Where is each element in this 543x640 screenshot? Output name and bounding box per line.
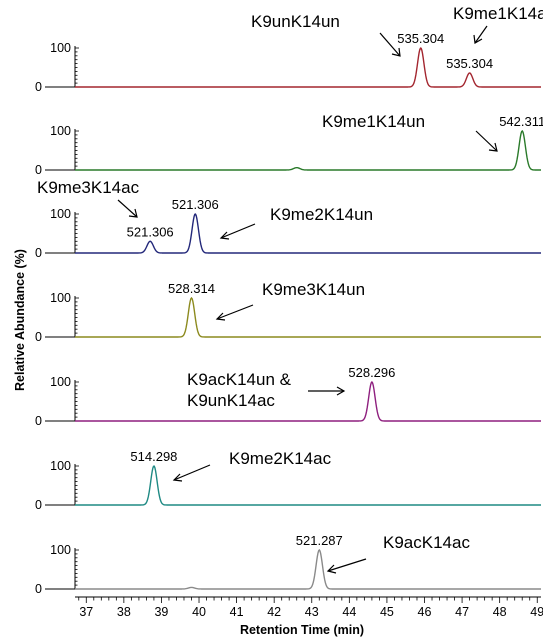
annotation-k9me2k14un: K9me2K14un xyxy=(270,205,373,224)
annotation-k9me3k14un: K9me3K14un xyxy=(262,280,365,299)
x-axis-title: Retention Time (min) xyxy=(240,623,364,637)
trace-line xyxy=(75,465,541,506)
panel-5: 100 0 528.296 xyxy=(35,365,541,428)
annotation-k9unk14un: K9unK14un xyxy=(251,12,340,31)
x-tick-label: 47 xyxy=(455,605,469,619)
trace-line xyxy=(75,130,541,171)
peak-label: 528.296 xyxy=(348,365,395,380)
trace-line xyxy=(75,380,541,422)
x-tick-label: 43 xyxy=(305,605,319,619)
peak-label: 521.306 xyxy=(172,197,219,212)
annotation-k9unk14ac: K9unK14ac xyxy=(187,391,275,410)
arrow-k9me2k14un xyxy=(219,223,256,240)
y-tick-label: 100 xyxy=(50,375,71,389)
y-tick-label: 100 xyxy=(50,207,71,221)
x-axis: 37 38 39 40 41 42 43 44 45 46 47 48 49 xyxy=(75,596,543,619)
arrow-k9ack14un xyxy=(308,386,346,396)
arrow-k9me1k14un xyxy=(475,130,498,152)
y-tick-label: 100 xyxy=(50,543,71,557)
arrow-k9me3k14un xyxy=(215,304,254,321)
x-tick-label: 39 xyxy=(154,605,168,619)
x-tick-label: 46 xyxy=(418,605,432,619)
y-tick-label: 100 xyxy=(50,124,71,138)
y-tick-label: 100 xyxy=(50,459,71,473)
y-tick-label: 0 xyxy=(35,163,42,177)
panel-7: 100 0 521.287 xyxy=(35,533,541,596)
peak-label: 521.306 xyxy=(127,224,174,239)
peak-label: 514.298 xyxy=(130,449,177,464)
panel-2: 100 0 542.311 xyxy=(35,114,543,177)
peak-label: 535.304 xyxy=(397,31,444,46)
y-axis-title: Relative Abundance (%) xyxy=(13,249,27,391)
trace-line xyxy=(75,296,541,338)
x-tick-label: 45 xyxy=(380,605,394,619)
trace-line xyxy=(75,47,541,88)
annotation-k9me1k14ac: K9me1K14ac xyxy=(453,4,543,23)
annotation-k9me1k14un: K9me1K14un xyxy=(322,112,425,131)
arrow-k9me1k14ac xyxy=(473,25,488,44)
x-tick-label: 38 xyxy=(117,605,131,619)
annotation-k9ack14un: K9acK14un & xyxy=(187,370,292,389)
x-tick-label: 44 xyxy=(342,605,356,619)
peak-label: 528.314 xyxy=(168,281,215,296)
panel-6: 100 0 514.298 xyxy=(35,449,541,512)
arrow-k9ack14ac xyxy=(326,558,367,574)
annotation-k9me3k14ac: K9me3K14ac xyxy=(37,178,140,197)
peak-label: 542.311 xyxy=(499,114,543,129)
x-tick-label: 41 xyxy=(230,605,244,619)
x-tick-label: 42 xyxy=(267,605,281,619)
panel-4: 100 0 528.314 xyxy=(35,281,541,344)
arrow-k9me2k14ac xyxy=(172,464,211,482)
y-tick-label: 0 xyxy=(35,498,42,512)
x-tick-label: 48 xyxy=(493,605,507,619)
trace-line xyxy=(75,213,541,254)
x-tick-label: 40 xyxy=(192,605,206,619)
annotations: K9unK14un K9me1K14ac K9me1K14un K9me3K14… xyxy=(37,4,543,552)
y-tick-label: 100 xyxy=(50,41,71,55)
peak-label: 521.287 xyxy=(296,533,343,548)
annotation-k9ack14ac: K9acK14ac xyxy=(383,533,470,552)
y-tick-label: 0 xyxy=(35,330,42,344)
y-tick-label: 0 xyxy=(35,414,42,428)
panel-3: 100 0 521.306 521.306 xyxy=(35,197,541,260)
arrow-k9unk14un xyxy=(379,32,401,57)
y-tick-label: 0 xyxy=(35,80,42,94)
peak-label: 535.304 xyxy=(446,56,493,71)
y-tick-label: 0 xyxy=(35,582,42,596)
x-tick-label: 49 xyxy=(530,605,543,619)
x-tick-label: 37 xyxy=(79,605,93,619)
trace-line xyxy=(75,548,541,590)
arrow-k9me3k14ac xyxy=(117,199,138,218)
y-tick-label: 100 xyxy=(50,291,71,305)
y-tick-label: 0 xyxy=(35,246,42,260)
annotation-arrows xyxy=(117,25,498,574)
annotation-k9me2k14ac: K9me2K14ac xyxy=(229,449,332,468)
